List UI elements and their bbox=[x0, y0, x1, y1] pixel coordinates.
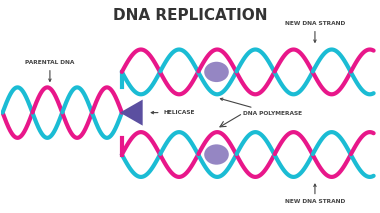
Text: HELICASE: HELICASE bbox=[151, 110, 195, 115]
Ellipse shape bbox=[204, 144, 229, 165]
Text: PARENTAL DNA: PARENTAL DNA bbox=[25, 60, 74, 81]
Polygon shape bbox=[120, 100, 142, 126]
Ellipse shape bbox=[204, 62, 229, 82]
Text: NEW DNA STRAND: NEW DNA STRAND bbox=[285, 21, 345, 42]
Text: DNA REPLICATION: DNA REPLICATION bbox=[113, 8, 267, 23]
Text: NEW DNA STRAND: NEW DNA STRAND bbox=[285, 184, 345, 204]
Text: DNA POLYMERASE: DNA POLYMERASE bbox=[220, 98, 302, 116]
